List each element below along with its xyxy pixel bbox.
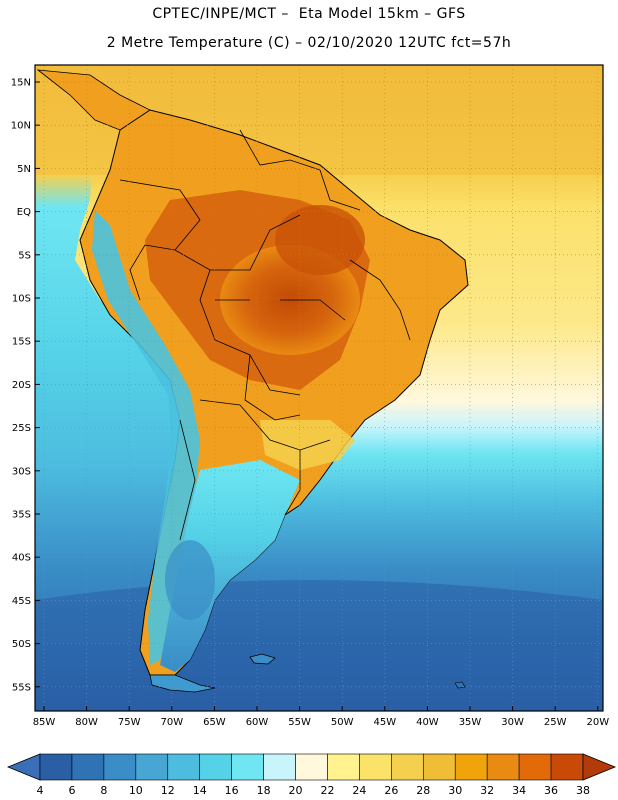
lat-tick-label: 10S: [12, 294, 31, 305]
colorbar-label: 38: [576, 784, 590, 797]
southern-ocean-field: [35, 580, 603, 711]
colorbar-label: 18: [257, 784, 271, 797]
colorbar-segment: [486, 753, 520, 781]
lat-tick-label: 35S: [12, 510, 31, 521]
colorbar-label: 12: [161, 784, 175, 797]
lat-tick-label: EQ: [17, 207, 31, 218]
lat-tick-label: 50S: [12, 639, 31, 650]
lon-tick-label: 55W: [288, 717, 311, 728]
lon-tick-label: 25W: [544, 717, 567, 728]
lat-tick-label: 20S: [12, 380, 31, 391]
lon-tick-label: 30W: [501, 717, 524, 728]
pacific-ocean-field: [35, 65, 185, 711]
lat-tick-label: 40S: [12, 553, 31, 564]
lat-tick-label: 30S: [12, 466, 31, 477]
colorbar-segment: [263, 753, 296, 781]
colorbar-segment: [199, 753, 232, 781]
lat-tick-label: 25S: [12, 423, 31, 434]
lat-tick-label: 15N: [11, 78, 31, 89]
colorbar-segment: [422, 753, 456, 781]
lon-tick-label: 50W: [331, 717, 354, 728]
colorbar-label: 36: [544, 784, 558, 797]
colorbar-label: 30: [448, 784, 462, 797]
falkland-islands: [249, 653, 276, 665]
map-frame: [34, 64, 604, 712]
colorbar-segment: [327, 753, 360, 781]
colorbar-label: 16: [225, 784, 239, 797]
colorbar-segment: [454, 753, 488, 781]
lon-tick-label: 35W: [459, 717, 482, 728]
colorbar-label: 28: [416, 784, 430, 797]
colorbar-segment: [135, 753, 169, 781]
lon-tick-label: 75W: [118, 717, 141, 728]
colorbar-high-arrow: [582, 753, 617, 781]
lat-tick-label: 15S: [12, 337, 31, 348]
colorbar-segment: [391, 753, 424, 781]
lat-tick-label: 5N: [17, 164, 31, 175]
lon-tick-label: 65W: [203, 717, 226, 728]
colorbar-label: 14: [193, 784, 207, 797]
lat-lon-grid: [35, 65, 603, 711]
colorbar-segment: [167, 753, 201, 781]
chart-title-line-2: 2 Metre Temperature (C) – 02/10/2020 12U…: [106, 35, 512, 51]
colorbar-segment: [550, 753, 584, 781]
colorbar-label: 4: [37, 784, 44, 797]
lon-tick-label: 60W: [246, 717, 269, 728]
colorbar-segment: [359, 753, 392, 781]
colorbar-label: 26: [384, 784, 398, 797]
longitude-labels: 85W 80W 75W 70W 65W 60W 55W 50W 45W 40W 35W 30W 25W 2…: [33, 706, 609, 728]
colorbar-segment: [39, 753, 73, 781]
colorbar-segment: [231, 753, 264, 781]
colorbar-label: 20: [289, 784, 303, 797]
colorbar-label: 22: [320, 784, 334, 797]
colorbar-low-arrow: [6, 753, 41, 781]
colorbar-label: 24: [352, 784, 366, 797]
latitude-labels: 15N 10N 5N EQ 5S 10S 15S 20S 25S 30S 35S 40S 45S 50S 5…: [11, 78, 40, 693]
lat-tick-label: 45S: [12, 596, 31, 607]
colorbar-label: 8: [100, 784, 107, 797]
tierra-del-fuego: [149, 674, 216, 693]
lon-tick-label: 45W: [373, 717, 396, 728]
lat-tick-label: 5S: [18, 250, 31, 261]
colorbar-label: 34: [512, 784, 526, 797]
lon-tick-label: 85W: [33, 717, 56, 728]
lon-tick-label: 70W: [160, 717, 183, 728]
colorbar-label: 6: [68, 784, 75, 797]
lon-tick-label: 80W: [75, 717, 98, 728]
lon-tick-label: 40W: [416, 717, 439, 728]
lat-tick-label: 55S: [12, 682, 31, 693]
colorbar-label: 10: [129, 784, 143, 797]
colorbar: 4 6 8 10 12 14 16 18 20 22 24 26 28 30 32 34 36 38: [6, 753, 617, 797]
country-borders: [119, 129, 411, 541]
colorbar-label: 32: [480, 784, 494, 797]
colorbar-segment: [518, 753, 552, 781]
chart-title-line-1: CPTEC/INPE/MCT – Eta Model 15km – GFS: [152, 6, 466, 22]
colorbar-segment: [71, 753, 105, 781]
colorbar-segment: [295, 753, 328, 781]
lon-tick-label: 20W: [586, 717, 609, 728]
lat-tick-label: 10N: [11, 121, 31, 132]
colorbar-segment: [103, 753, 137, 781]
